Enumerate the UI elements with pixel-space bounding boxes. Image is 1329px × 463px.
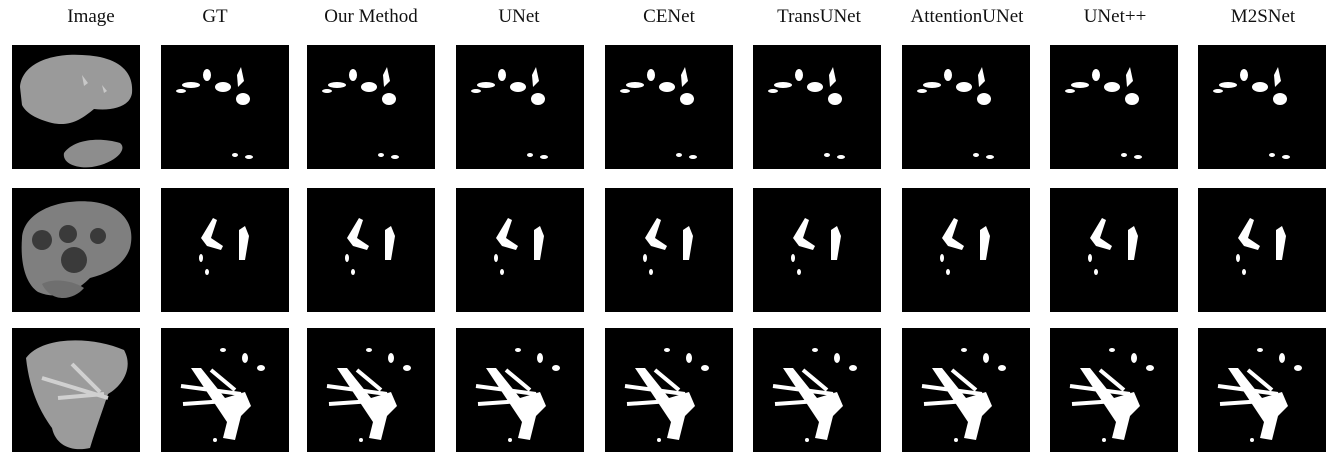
mask-cenet-row-3 <box>605 328 733 452</box>
ct-image-image-row-2 <box>12 188 140 312</box>
mask-our-method-row-2 <box>307 188 435 312</box>
ct-image-image-row-3 <box>12 328 140 452</box>
mask-gt-row-1 <box>161 45 289 169</box>
mask-unet-row-2 <box>456 188 584 312</box>
mask-m2snet-row-2 <box>1198 188 1326 312</box>
mask-our-method-row-1 <box>307 45 435 169</box>
column-title-unet: UNet <box>498 6 540 27</box>
mask-cenet-row-1 <box>605 45 733 169</box>
mask-attentionunet-row-1 <box>902 45 1030 169</box>
mask-transunet-row-2 <box>753 188 881 312</box>
mask-unetpp-row-1 <box>1050 45 1178 169</box>
column-title-our-method: Our Method <box>324 6 418 27</box>
mask-unet-row-3 <box>456 328 584 452</box>
column-header-row: Image GT Our Method UNet CENet TransUNet… <box>0 6 1329 30</box>
mask-unetpp-row-2 <box>1050 188 1178 312</box>
mask-gt-row-3 <box>161 328 289 452</box>
mask-unetpp-row-3 <box>1050 328 1178 452</box>
mask-attentionunet-row-3 <box>902 328 1030 452</box>
mask-m2snet-row-3 <box>1198 328 1326 452</box>
column-title-transunet: TransUNet <box>777 6 861 27</box>
mask-m2snet-row-1 <box>1198 45 1326 169</box>
column-title-gt: GT <box>202 6 228 27</box>
column-title-m2snet: M2SNet <box>1230 6 1296 27</box>
mask-transunet-row-1 <box>753 45 881 169</box>
mask-unet-row-1 <box>456 45 584 169</box>
ct-image-image-row-1 <box>12 45 140 169</box>
mask-gt-row-2 <box>161 188 289 312</box>
mask-cenet-row-2 <box>605 188 733 312</box>
column-title-unetpp: UNet++ <box>1083 6 1147 27</box>
column-title-cenet: CENet <box>643 6 695 27</box>
mask-our-method-row-3 <box>307 328 435 452</box>
column-title-attentionunet: AttentionUNet <box>910 6 1024 27</box>
column-title-image: Image <box>67 6 115 27</box>
mask-attentionunet-row-2 <box>902 188 1030 312</box>
mask-transunet-row-3 <box>753 328 881 452</box>
